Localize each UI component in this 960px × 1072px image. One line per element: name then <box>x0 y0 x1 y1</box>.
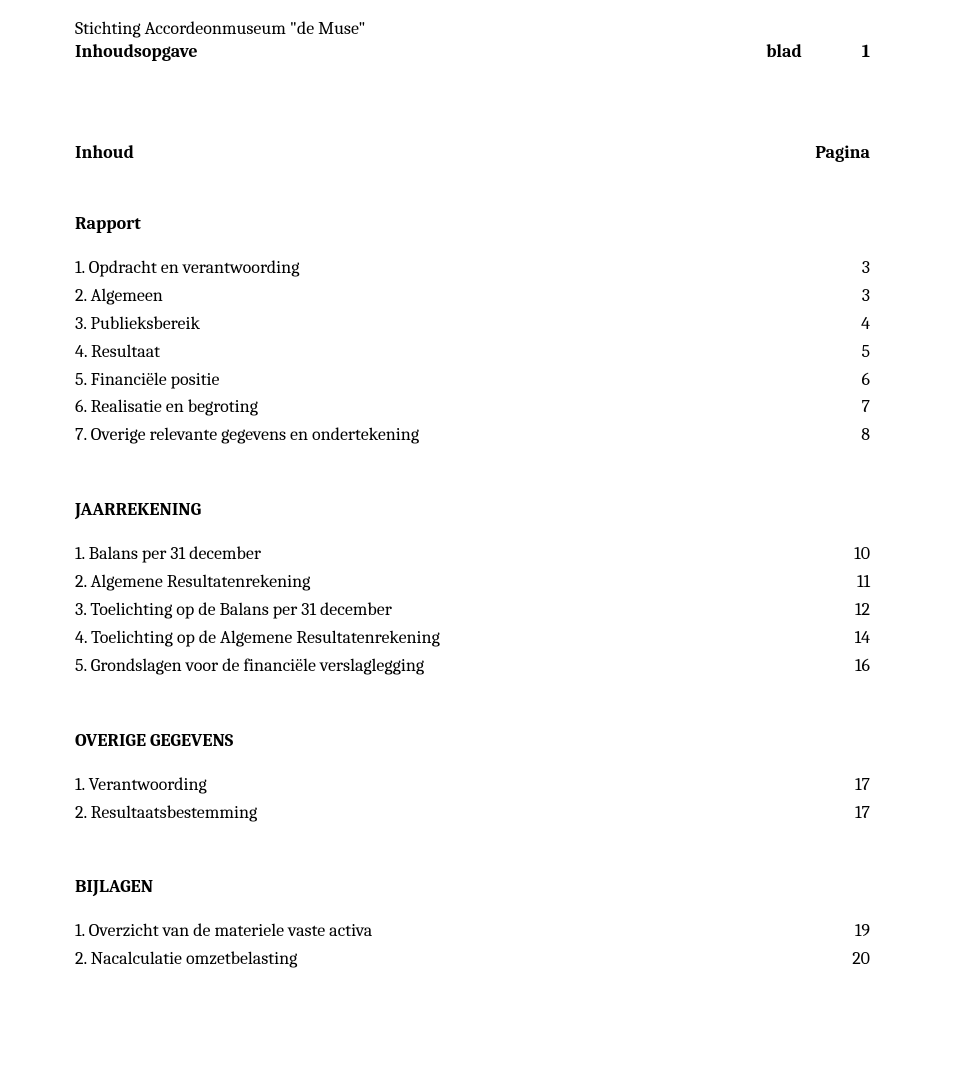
toc-item: 3. Publieksbereik 4 <box>75 310 870 338</box>
toc-section-overige: OVERIGE GEGEVENS 1. Verantwoording 17 2.… <box>75 730 870 827</box>
toc-label: 2. Algemeen <box>75 282 830 310</box>
toc-label: 1. Balans per 31 december <box>75 540 830 568</box>
blad-number: 1 <box>862 41 870 62</box>
toc-page: 20 <box>830 945 870 973</box>
toc-page: 5 <box>830 338 870 366</box>
toc-page: 14 <box>830 624 870 652</box>
section-title-overige: OVERIGE GEGEVENS <box>75 730 870 751</box>
toc-page: 6 <box>830 366 870 394</box>
toc-item: 1. Verantwoording 17 <box>75 771 870 799</box>
toc-label: 5. Financiële positie <box>75 366 830 394</box>
col-pagina: Pagina <box>815 142 870 163</box>
toc-label: 1. Verantwoording <box>75 771 830 799</box>
toc-page: 8 <box>830 421 870 449</box>
toc-item: 4. Resultaat 5 <box>75 338 870 366</box>
toc-label: 3. Toelichting op de Balans per 31 decem… <box>75 596 830 624</box>
toc-label: 7. Overige relevante gegevens en onderte… <box>75 421 830 449</box>
toc-item: 5. Grondslagen voor de financiële versla… <box>75 652 870 680</box>
toc-item: 3. Toelichting op de Balans per 31 decem… <box>75 596 870 624</box>
toc-item: 6. Realisatie en begroting 7 <box>75 393 870 421</box>
toc-item: 2. Algemene Resultatenrekening 11 <box>75 568 870 596</box>
toc-label: 2. Resultaatsbestemming <box>75 799 830 827</box>
toc-label: 2. Nacalculatie omzetbelasting <box>75 945 830 973</box>
section-title-rapport: Rapport <box>75 213 870 234</box>
toc-label: 5. Grondslagen voor de financiële versla… <box>75 652 830 680</box>
toc-item: 5. Financiële positie 6 <box>75 366 870 394</box>
doc-title: Inhoudsopgave <box>75 41 198 62</box>
toc-section-jaarrekening: JAARREKENING 1. Balans per 31 december 1… <box>75 499 870 679</box>
toc-item: 4. Toelichting op de Algemene Resultaten… <box>75 624 870 652</box>
document-page: Stichting Accordeonmuseum "de Muse" Inho… <box>0 0 960 1003</box>
toc-label: 4. Toelichting op de Algemene Resultaten… <box>75 624 830 652</box>
toc-page: 3 <box>830 254 870 282</box>
toc-page: 4 <box>830 310 870 338</box>
toc-section-bijlagen: BIJLAGEN 1. Overzicht van de materiele v… <box>75 876 870 973</box>
section-title-bijlagen: BIJLAGEN <box>75 876 870 897</box>
page-header-row: Inhoudsopgave blad 1 <box>75 41 870 62</box>
toc-page: 11 <box>830 568 870 596</box>
toc-item: 1. Balans per 31 december 10 <box>75 540 870 568</box>
toc-page: 19 <box>830 917 870 945</box>
col-inhoud: Inhoud <box>75 142 134 163</box>
toc-label: 4. Resultaat <box>75 338 830 366</box>
toc-page: 12 <box>830 596 870 624</box>
org-name: Stichting Accordeonmuseum "de Muse" <box>75 18 365 39</box>
toc-page: 17 <box>830 799 870 827</box>
toc-section-rapport: Rapport 1. Opdracht en verantwoording 3 … <box>75 213 870 449</box>
toc-item: 2. Resultaatsbestemming 17 <box>75 799 870 827</box>
section-title-jaarrekening: JAARREKENING <box>75 499 870 520</box>
toc-item: 7. Overige relevante gegevens en onderte… <box>75 421 870 449</box>
toc-label: 3. Publieksbereik <box>75 310 830 338</box>
blad-label: blad <box>766 41 802 62</box>
toc-page: 16 <box>830 652 870 680</box>
toc-page: 7 <box>830 393 870 421</box>
toc-item: 1. Opdracht en verantwoording 3 <box>75 254 870 282</box>
toc-item: 2. Algemeen 3 <box>75 282 870 310</box>
toc-label: 1. Opdracht en verantwoording <box>75 254 830 282</box>
toc-label: 1. Overzicht van de materiele vaste acti… <box>75 917 830 945</box>
toc-page: 17 <box>830 771 870 799</box>
toc-label: 2. Algemene Resultatenrekening <box>75 568 830 596</box>
org-name-line: Stichting Accordeonmuseum "de Muse" <box>75 18 870 39</box>
toc-page: 10 <box>830 540 870 568</box>
column-headers: Inhoud Pagina <box>75 142 870 163</box>
toc-item: 1. Overzicht van de materiele vaste acti… <box>75 917 870 945</box>
toc-page: 3 <box>830 282 870 310</box>
toc-label: 6. Realisatie en begroting <box>75 393 830 421</box>
toc-item: 2. Nacalculatie omzetbelasting 20 <box>75 945 870 973</box>
